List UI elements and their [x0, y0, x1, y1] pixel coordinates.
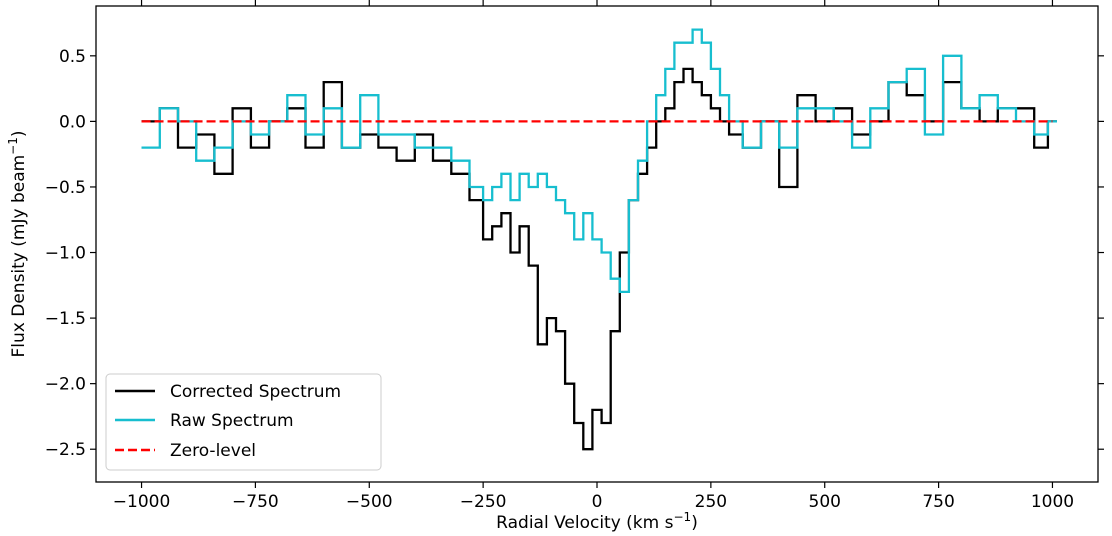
x-tick-label: 1000 [1031, 492, 1074, 512]
legend: Corrected Spectrum Raw Spectrum Zero-lev… [105, 373, 382, 471]
x-tick-label: −1000 [113, 492, 171, 512]
series-layer [141, 28, 1057, 451]
x-tick-label: −250 [460, 492, 507, 512]
corrected-spectrum-line [141, 67, 1057, 451]
x-tick-label: 500 [809, 492, 841, 512]
x-tick-label: 750 [922, 492, 954, 512]
x-tick-label: 250 [695, 492, 727, 512]
legend-label-zero: Zero-level [170, 441, 256, 461]
y-tick-label: −0.5 [45, 178, 86, 198]
y-tick-label: −2.5 [45, 440, 86, 460]
y-tick-label: −2.0 [45, 375, 86, 395]
x-tick-label: −500 [346, 492, 393, 512]
ticks-layer: −1000 −750 −500 −250 0 250 500 750 1000 −2.5 −2.0 −… [45, 0, 1104, 512]
legend-label-raw: Raw Spectrum [170, 411, 294, 431]
y-axis-label: Flux Density (mJy beam−1) [6, 130, 29, 357]
y-tick-label: −1.0 [45, 244, 86, 264]
legend-box [105, 373, 382, 471]
y-tick-label: −1.5 [45, 309, 86, 329]
x-tick-label: −750 [232, 492, 279, 512]
raw-spectrum-line [141, 28, 1057, 294]
y-tick-label: 0.5 [59, 47, 86, 67]
x-tick-label: 0 [592, 492, 603, 512]
y-tick-label: 0.0 [59, 112, 86, 132]
x-axis-label: Radial Velocity (km s−1) [496, 510, 698, 533]
legend-label-corrected: Corrected Spectrum [170, 382, 341, 402]
